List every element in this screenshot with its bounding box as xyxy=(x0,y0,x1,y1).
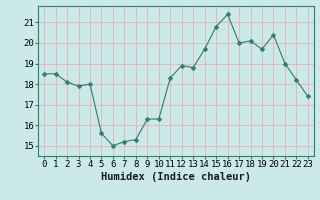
X-axis label: Humidex (Indice chaleur): Humidex (Indice chaleur) xyxy=(101,172,251,182)
